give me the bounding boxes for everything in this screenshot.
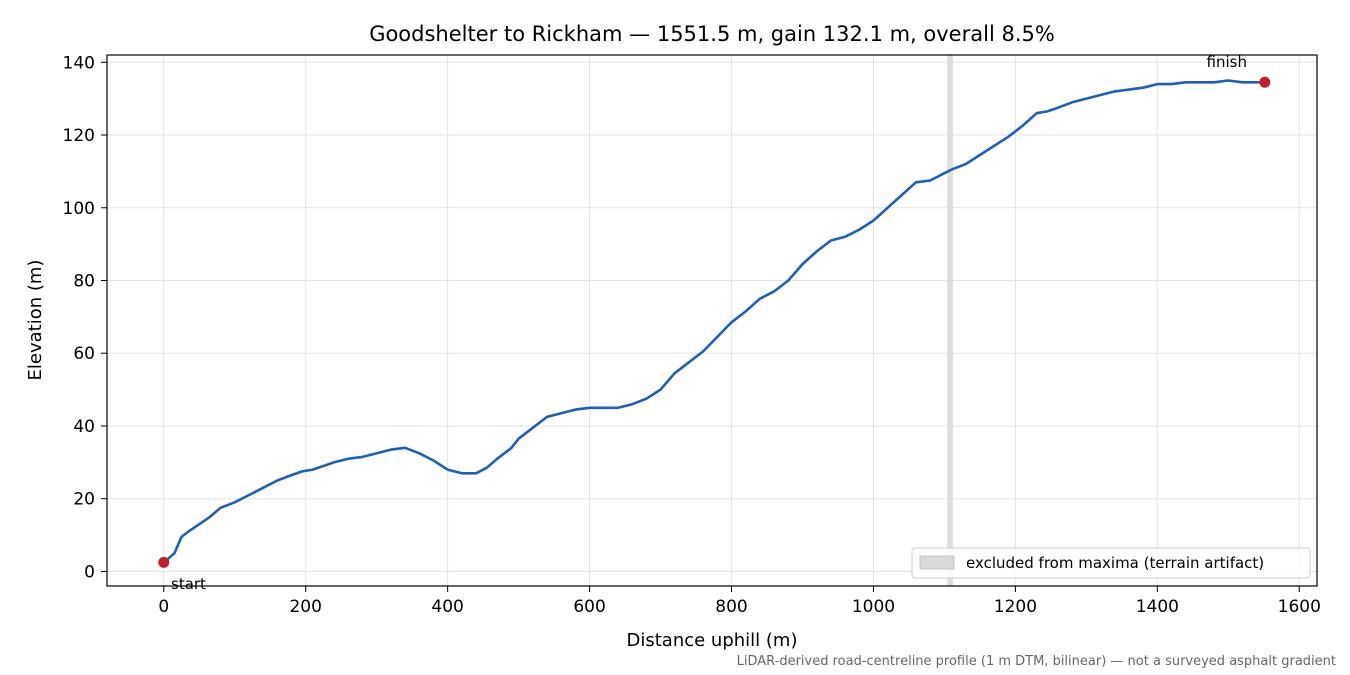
x-tick-label: 0	[158, 597, 169, 617]
x-tick-label: 1600	[1278, 597, 1321, 617]
legend: excluded from maxima (terrain artifact)	[911, 547, 1311, 579]
finish-marker	[1259, 76, 1271, 88]
y-tick-label: 40	[73, 417, 95, 437]
x-axis-label: Distance uphill (m)	[627, 630, 798, 651]
legend-band-swatch	[919, 555, 955, 570]
x-tick-label: 600	[573, 597, 605, 617]
x-tick-label: 1200	[994, 597, 1037, 617]
y-tick-label: 20	[73, 490, 95, 510]
start-marker	[158, 556, 170, 568]
chart-title: Goodshelter to Rickham — 1551.5 m, gain …	[369, 22, 1055, 46]
legend-box	[911, 547, 1311, 579]
y-tick-label: 120	[63, 126, 95, 146]
series-layer	[162, 79, 1267, 564]
plot-frame	[106, 54, 1318, 587]
legend-label-excluded: excluded from maxima (terrain artifact)	[966, 554, 1264, 572]
y-tick-label: 60	[73, 344, 95, 364]
footnote: LiDAR-derived road-centreline profile (1…	[737, 654, 1336, 669]
x-tick-label: 800	[715, 597, 747, 617]
y-axis-label: Elevation (m)	[25, 260, 46, 381]
elevation-line	[162, 79, 1267, 564]
excluded-band-layer	[947, 55, 953, 586]
y-tick-label: 140	[63, 53, 95, 73]
y-tick-label: 0	[84, 562, 95, 582]
marker-layer	[158, 76, 1271, 568]
axis-ticks: 0 200 400 600 800 1000 1200 1400 1600 0 20 40 60 80 10…	[63, 53, 1321, 617]
grid-lines	[107, 55, 1317, 586]
x-tick-label: 1000	[852, 597, 895, 617]
annotation-start: start	[171, 575, 206, 593]
y-tick-label: 100	[63, 199, 95, 219]
y-tick-label: 80	[73, 271, 95, 291]
x-tick-label: 1400	[1136, 597, 1179, 617]
annotation-finish: finish	[1207, 53, 1247, 71]
excluded-band	[947, 55, 953, 586]
x-tick-label: 400	[431, 597, 463, 617]
x-tick-label: 200	[289, 597, 321, 617]
